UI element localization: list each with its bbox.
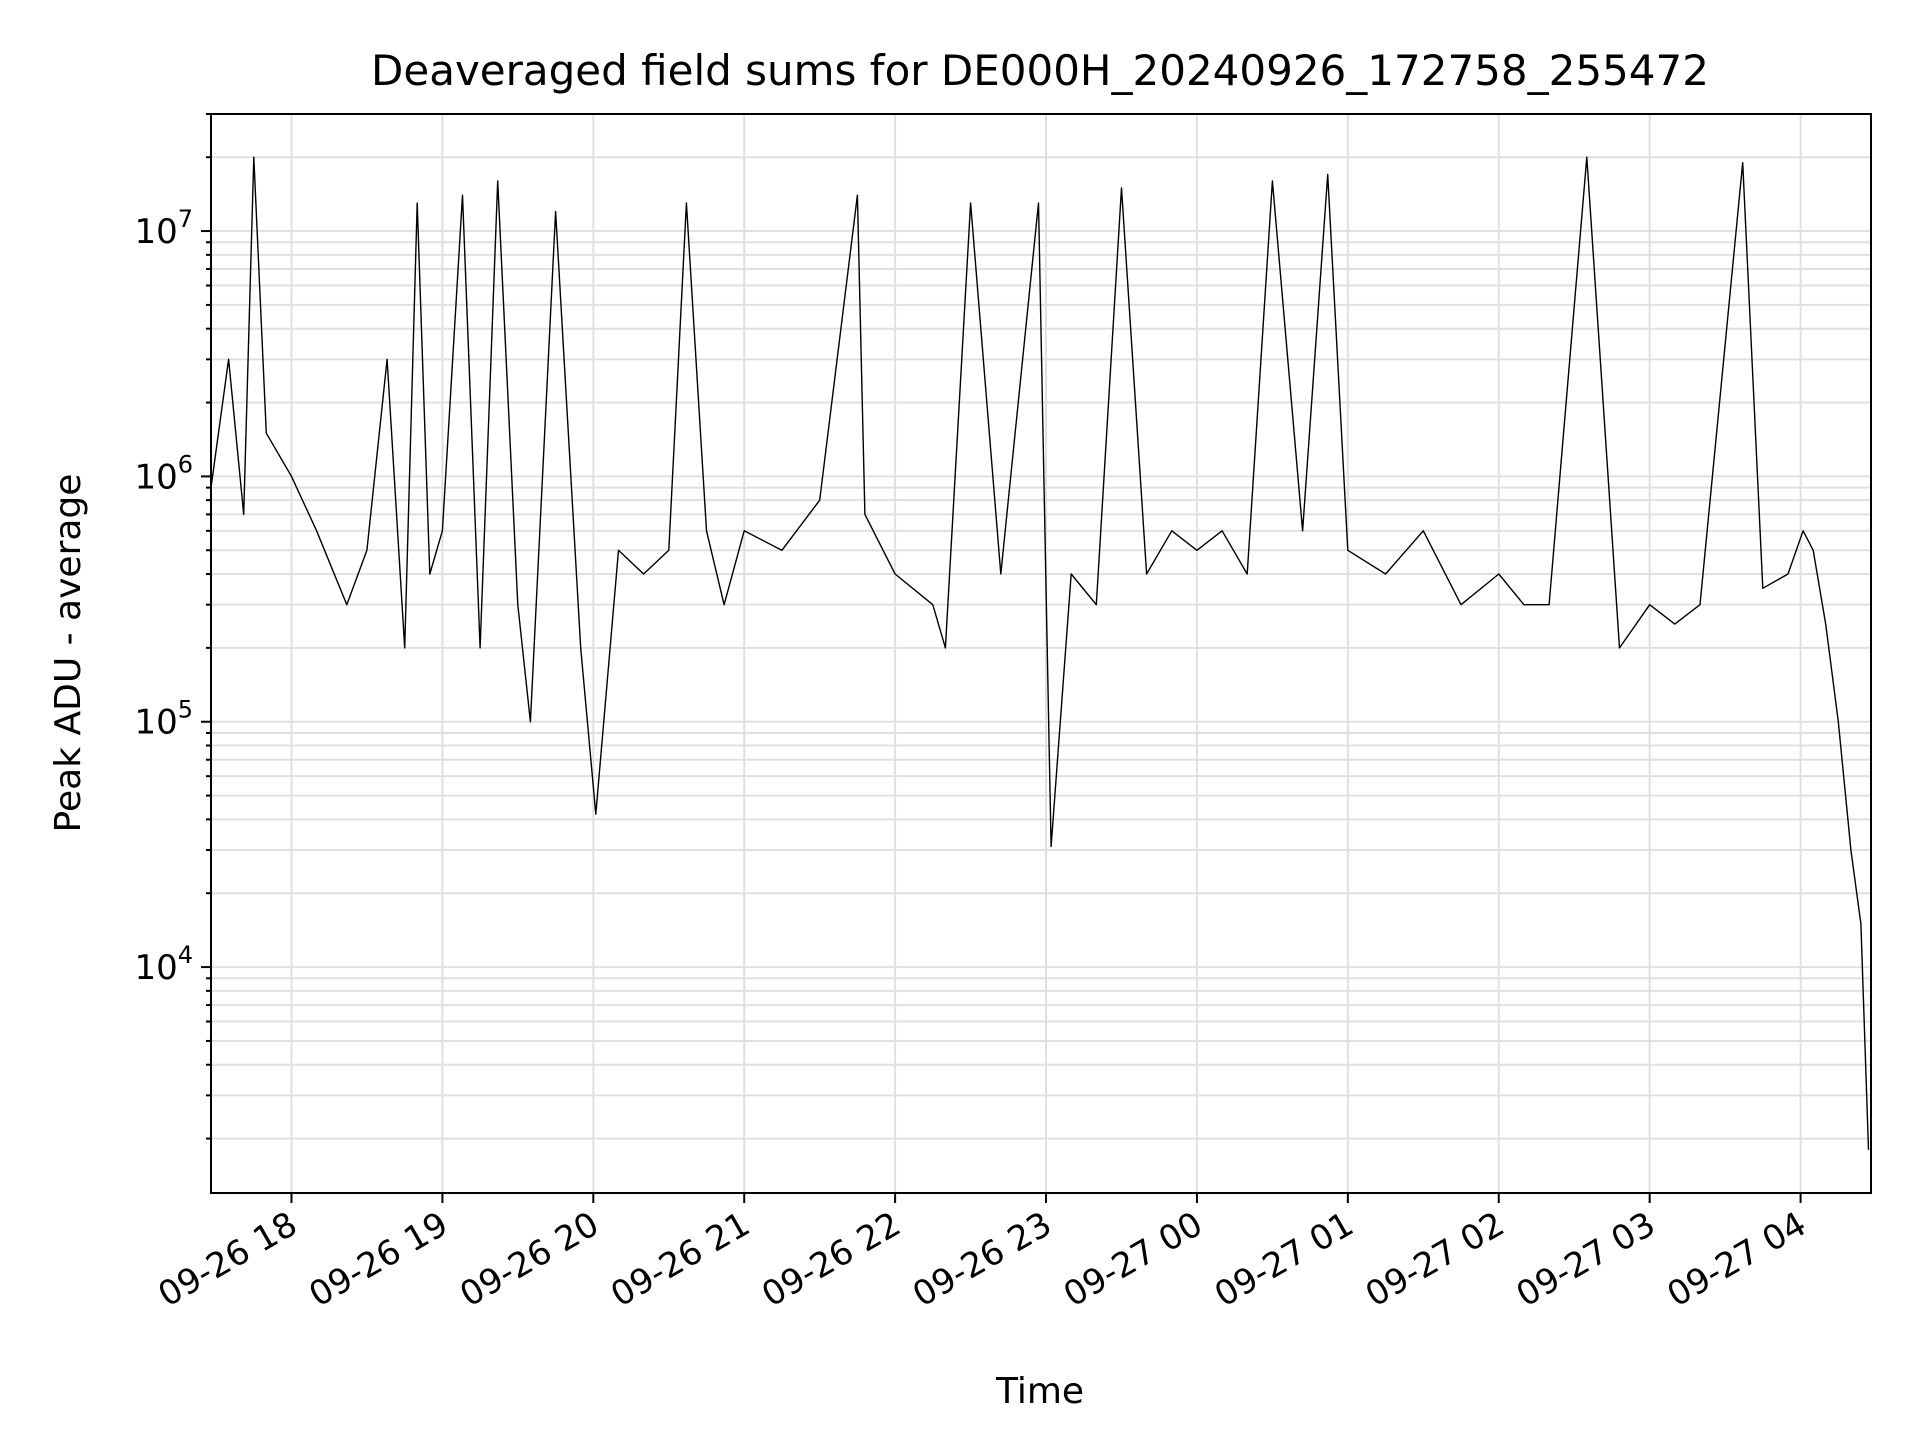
data-series-line — [210, 156, 1870, 1150]
plot-line-area — [210, 156, 1870, 1150]
y-tick-label: 107 — [134, 205, 193, 252]
y-axis-label: Peak ADU - average — [48, 474, 89, 833]
y-axis: 104 105 106 107 — [134, 113, 211, 1140]
x-axis-label: Time — [995, 1371, 1084, 1412]
y-tick-label: 106 — [134, 450, 193, 497]
y-tick-label: 105 — [134, 696, 193, 743]
plot-frame — [210, 113, 1872, 1194]
grid — [211, 113, 1871, 1193]
chart-title: Deaveraged field sums for DE000H_2024092… — [371, 46, 1709, 95]
y-tick-label: 104 — [134, 941, 193, 988]
